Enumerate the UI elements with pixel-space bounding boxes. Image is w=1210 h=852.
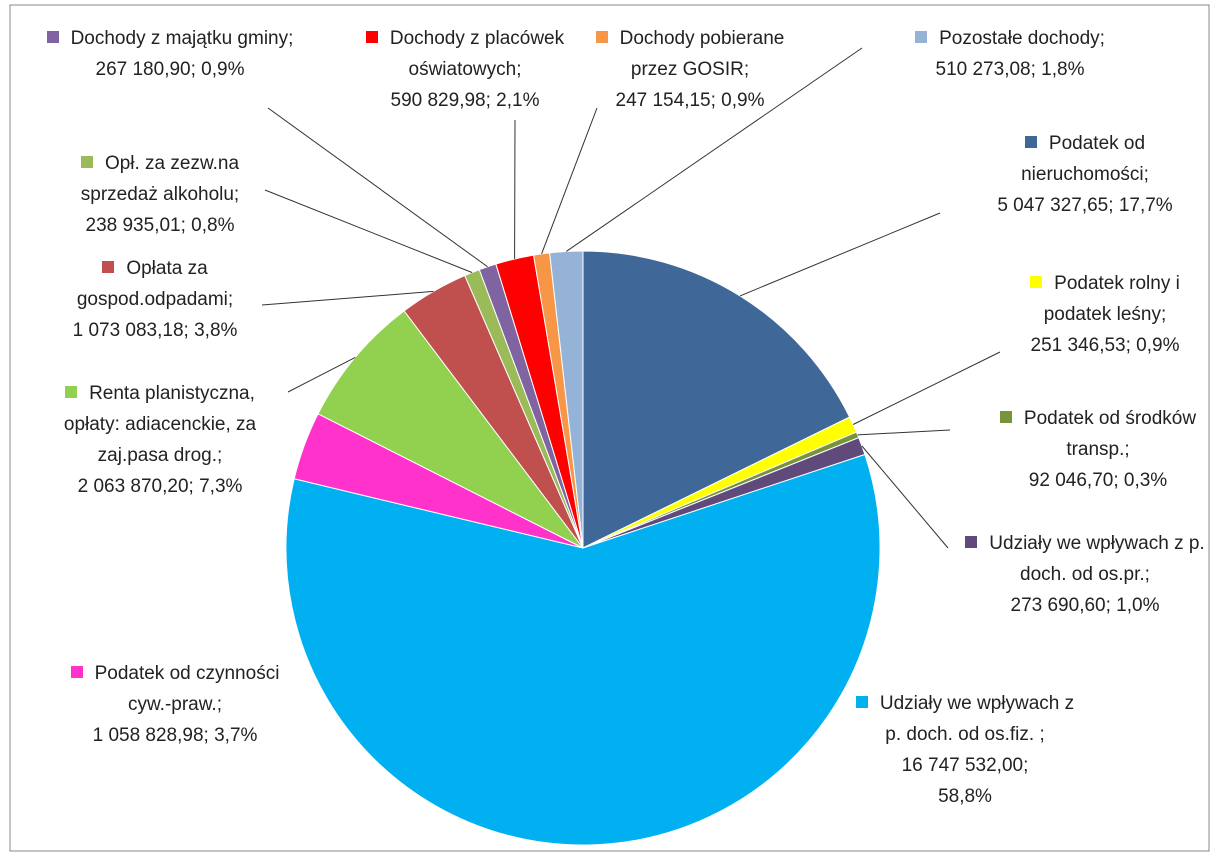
leader-line — [565, 47, 863, 252]
legend-marker — [102, 261, 115, 273]
legend-entry: Opłata za gospod.odpadami; — [30, 253, 280, 315]
legend-marker — [595, 31, 608, 43]
legend-entry: Podatek od środków transp.; — [983, 403, 1210, 465]
legend-marker — [915, 31, 928, 43]
percent-label: 1,0% — [1116, 595, 1160, 616]
category-label: Dochody z majątku gminy; — [70, 28, 294, 49]
data-label: Podatek od środków transp.; 92 046,70; 0,… — [983, 403, 1210, 496]
category-label: Udziały we wpływach z p. doch. od os.fiz… — [879, 693, 1075, 745]
category-label: Podatek rolny i podatek leśny; — [1043, 273, 1180, 325]
leader-line — [861, 445, 949, 549]
pie-slice — [285, 453, 881, 846]
percent-label: 7,3% — [199, 476, 243, 497]
legend-marker — [1024, 136, 1037, 148]
leader-line — [287, 356, 356, 393]
value-label: 92 046,70; — [1028, 470, 1119, 491]
leader-line — [857, 429, 951, 436]
percent-label: 0,3% — [1123, 470, 1168, 491]
legend-entry: Podatek rolny i podatek leśny; — [998, 268, 1210, 330]
category-label: Renta planistyczna, opłaty: adiacenckie,… — [63, 383, 257, 466]
percent-label: 0,8% — [191, 215, 235, 236]
leader-line — [264, 189, 473, 273]
legend-entry: Renta planistyczna, opłaty: adiacenckie,… — [40, 378, 280, 471]
legend-entry: Pozostałe dochody; — [895, 23, 1125, 54]
legend-marker — [70, 666, 83, 678]
data-label: Opłata za gospod.odpadami; 1 073 083,18; … — [30, 253, 280, 346]
category-label: Podatek od nieruchomości; — [1021, 133, 1149, 185]
value-label: 590 829,98; — [390, 90, 491, 111]
legend-marker — [855, 696, 868, 708]
leader-line — [541, 107, 598, 255]
legend-marker — [46, 31, 59, 43]
percent-label: 58,8% — [938, 786, 992, 807]
data-label: Dochody z placówek oświatowych; 590 829,9… — [345, 23, 585, 116]
category-label: Opłata za gospod.odpadami; — [76, 258, 234, 310]
value-label: 16 747 532,00; — [901, 755, 1029, 776]
category-label: Pozostałe dochody; — [939, 28, 1105, 49]
value-label: 273 690,60; — [1010, 595, 1111, 616]
value-label: 251 346,53; — [1030, 335, 1131, 356]
legend-entry: Opł. za zezw.na sprzedaż alkoholu; — [40, 148, 280, 210]
percent-label: 2,1% — [496, 90, 540, 111]
percent-label: 3,8% — [194, 320, 238, 341]
category-label: Udziały we wpływach z p. doch. od os.pr.… — [989, 533, 1205, 585]
leader-line — [261, 290, 434, 306]
legend-entry: Dochody z placówek oświatowych; — [345, 23, 585, 85]
data-label: Dochody pobierane przez GOSIR; 247 154,15… — [580, 23, 800, 116]
legend-entry: Podatek od nieruchomości; — [960, 128, 1210, 190]
percent-label: 17,7% — [1118, 195, 1173, 216]
percent-label: 0,9% — [1136, 335, 1180, 356]
category-label: Podatek od środków transp.; — [1023, 408, 1197, 460]
data-label: Opł. za zezw.na sprzedaż alkoholu; 238 93… — [40, 148, 280, 241]
data-label: Udziały we wpływach z p. doch. od os.fiz… — [850, 688, 1080, 812]
value-label: 5 047 327,65; — [997, 195, 1114, 216]
legend-entry: Udziały we wpływach z p. doch. od os.pr.… — [965, 528, 1205, 590]
legend-entry: Podatek od czynności cyw.-praw.; — [55, 658, 295, 720]
data-label: Pozostałe dochody; 510 273,08; 1,8% — [895, 23, 1125, 85]
legend-marker — [65, 386, 78, 398]
value-label: 510 273,08; — [935, 59, 1036, 80]
value-label: 1 058 828,98; — [92, 725, 209, 746]
value-label: 238 935,01; — [85, 215, 186, 236]
leader-line — [267, 107, 488, 268]
category-label: Podatek od czynności cyw.-praw.; — [94, 663, 280, 715]
legend-marker — [965, 536, 978, 548]
legend-entry: Dochody pobierane przez GOSIR; — [580, 23, 800, 85]
legend-marker — [365, 31, 378, 43]
category-label: Dochody z placówek oświatowych; — [389, 28, 565, 80]
value-label: 247 154,15; — [615, 90, 716, 111]
value-label: 2 063 870,20; — [77, 476, 194, 497]
leader-line — [852, 351, 1001, 425]
leader-line — [739, 212, 941, 297]
percent-label: 3,7% — [214, 725, 258, 746]
legend-marker — [80, 156, 93, 168]
data-label: Podatek od nieruchomości; 5 047 327,65; 1… — [960, 128, 1210, 221]
data-label: Udziały we wpływach z p. doch. od os.pr.… — [965, 528, 1205, 621]
value-label: 1 073 083,18; — [72, 320, 189, 341]
data-label: Renta planistyczna, opłaty: adiacenckie,… — [40, 378, 280, 502]
legend-marker — [1030, 276, 1043, 288]
value-label: 267 180,90; — [95, 59, 196, 80]
percent-label: 0,9% — [721, 90, 765, 111]
category-label: Opł. za zezw.na sprzedaż alkoholu; — [80, 153, 240, 205]
legend-entry: Dochody z majątku gminy; — [45, 23, 295, 54]
category-label: Dochody pobierane przez GOSIR; — [619, 28, 785, 80]
data-label: Dochody z majątku gminy; 267 180,90; 0,9% — [45, 23, 295, 85]
data-label: Podatek od czynności cyw.-praw.; 1 058 82… — [55, 658, 295, 751]
legend-marker — [999, 411, 1012, 423]
percent-label: 0,9% — [201, 59, 245, 80]
percent-label: 1,8% — [1041, 59, 1085, 80]
legend-entry: Udziały we wpływach z p. doch. od os.fiz… — [850, 688, 1080, 750]
data-label: Podatek rolny i podatek leśny; 251 346,53… — [998, 268, 1210, 361]
